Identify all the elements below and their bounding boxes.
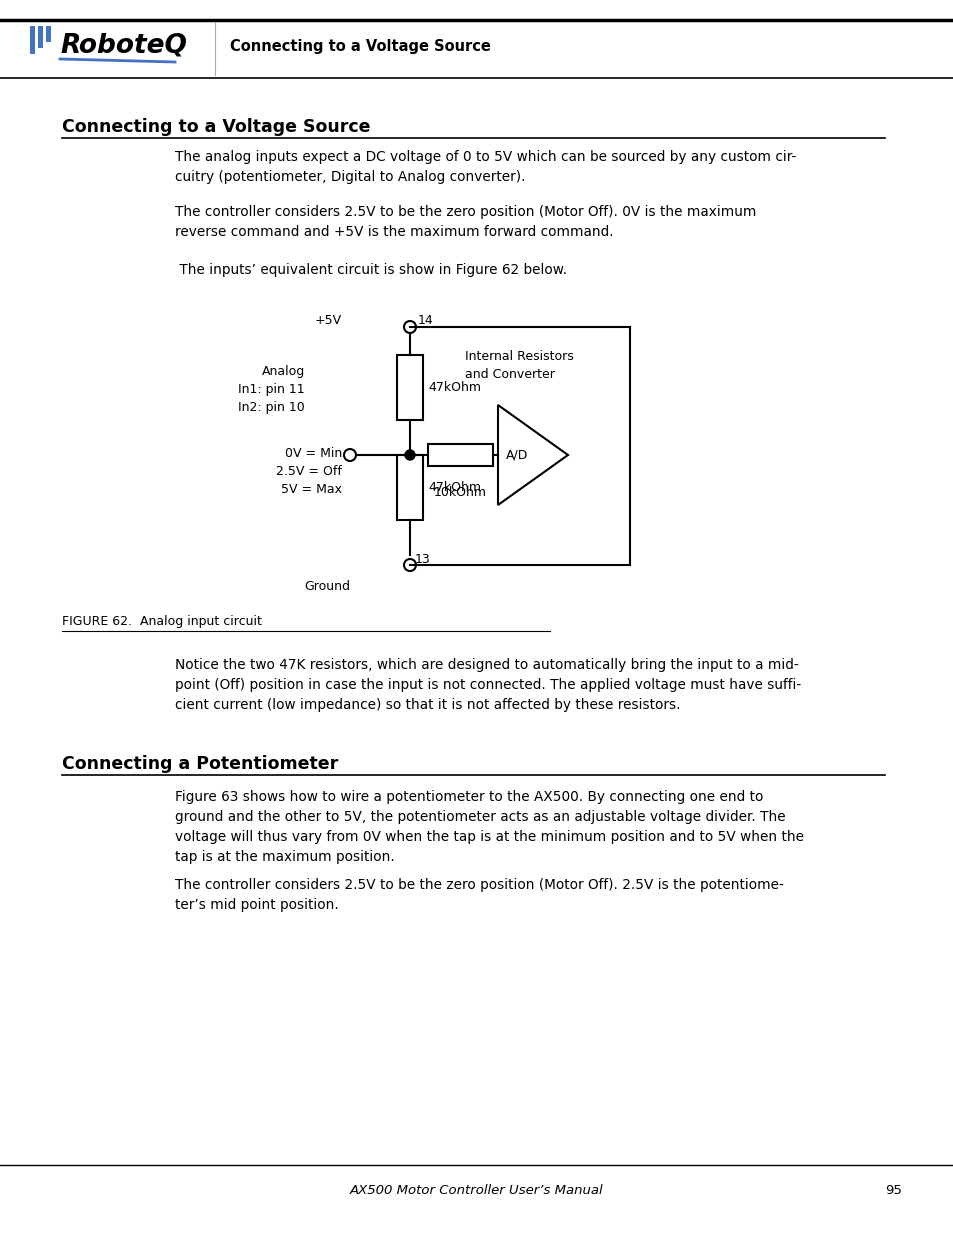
Bar — [396, 454, 422, 520]
Bar — [396, 354, 422, 420]
Text: Analog
In1: pin 11
In2: pin 10: Analog In1: pin 11 In2: pin 10 — [238, 366, 305, 414]
Bar — [38, 26, 43, 48]
Text: The analog inputs expect a DC voltage of 0 to 5V which can be sourced by any cus: The analog inputs expect a DC voltage of… — [174, 149, 796, 184]
Bar — [30, 26, 35, 54]
Text: The controller considers 2.5V to be the zero position (Motor Off). 2.5V is the p: The controller considers 2.5V to be the … — [174, 878, 783, 913]
Text: FIGURE 62.  Analog input circuit: FIGURE 62. Analog input circuit — [62, 615, 262, 629]
Text: 13: 13 — [415, 553, 431, 566]
Text: AX500 Motor Controller User’s Manual: AX500 Motor Controller User’s Manual — [350, 1183, 603, 1197]
Text: Connecting a Potentiometer: Connecting a Potentiometer — [62, 755, 338, 773]
Text: The controller considers 2.5V to be the zero position (Motor Off). 0V is the max: The controller considers 2.5V to be the … — [174, 205, 756, 240]
Bar — [46, 26, 51, 42]
Text: 14: 14 — [417, 314, 434, 326]
Text: 95: 95 — [884, 1183, 901, 1197]
Text: The inputs’ equivalent circuit is show in Figure 62 below.: The inputs’ equivalent circuit is show i… — [174, 263, 566, 277]
Text: 47kOhm: 47kOhm — [428, 480, 480, 494]
Text: Internal Resistors
and Converter: Internal Resistors and Converter — [464, 350, 573, 382]
Text: Ground: Ground — [304, 580, 350, 593]
Text: Connecting to a Voltage Source: Connecting to a Voltage Source — [62, 119, 370, 136]
Text: A/D: A/D — [505, 448, 528, 462]
Text: Notice the two 47K resistors, which are designed to automatically bring the inpu: Notice the two 47K resistors, which are … — [174, 658, 801, 713]
Bar — [428, 445, 493, 466]
Text: Figure 63 shows how to wire a potentiometer to the AX500. By connecting one end : Figure 63 shows how to wire a potentiome… — [174, 790, 803, 864]
Circle shape — [405, 450, 415, 459]
Text: +5V: +5V — [314, 314, 341, 326]
Text: 10kOhm: 10kOhm — [434, 487, 486, 499]
Text: 0V = Min
2.5V = Off
5V = Max: 0V = Min 2.5V = Off 5V = Max — [275, 447, 341, 496]
Text: Connecting to a Voltage Source: Connecting to a Voltage Source — [230, 38, 491, 53]
Text: RoboteQ: RoboteQ — [60, 33, 187, 59]
Text: 47kOhm: 47kOhm — [428, 382, 480, 394]
